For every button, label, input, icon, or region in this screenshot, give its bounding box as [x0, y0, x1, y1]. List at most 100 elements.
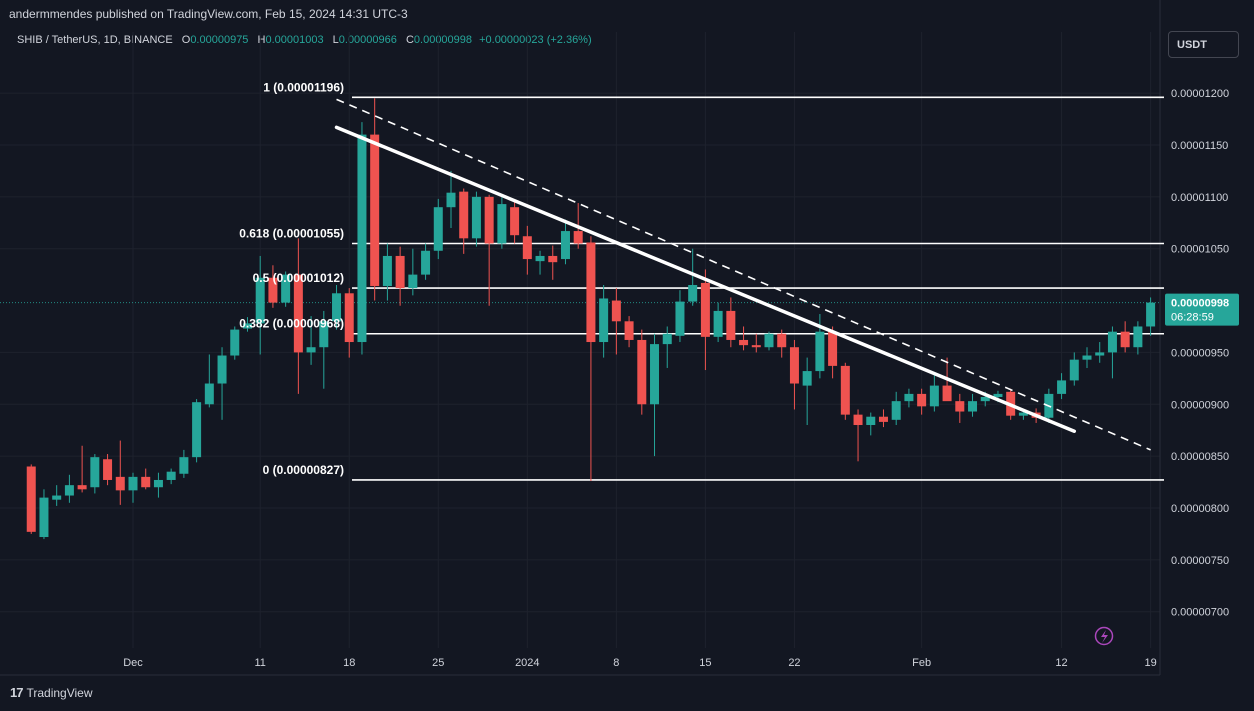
candle-body-up	[1107, 331, 1117, 353]
candle-body-down	[115, 476, 125, 491]
candle-body-up	[39, 497, 49, 538]
candle-body-down	[624, 321, 634, 340]
symbol-label[interactable]: SHIB / TetherUS, 1D, BINANCE	[17, 34, 173, 46]
fib-level-label: 1 (0.00001196)	[263, 80, 344, 94]
candle-body-down	[611, 300, 621, 322]
candle-body-up	[802, 371, 812, 386]
lightning-bolt-icon	[1101, 630, 1108, 643]
x-tick-label: 12	[1055, 657, 1067, 669]
solid-trendline[interactable]	[334, 125, 1077, 433]
candle-body-down	[955, 401, 965, 412]
candle-body-down	[293, 274, 303, 353]
open-label: O	[181, 34, 191, 46]
candle-body-up	[52, 495, 62, 500]
fib-level-label: 0.5 (0.00001012)	[253, 271, 344, 285]
dashed-trendline[interactable]	[336, 98, 1151, 451]
y-tick-label: 0.00000700	[1171, 607, 1229, 619]
candle-body-down	[942, 385, 952, 402]
candle-body-up	[242, 323, 252, 329]
candle-body-up	[1133, 326, 1143, 348]
x-tick-label: 25	[432, 657, 444, 669]
candle-body-up	[815, 331, 825, 372]
candle-body-up	[64, 485, 74, 496]
candle-body-up	[332, 293, 342, 322]
x-tick-label: 15	[699, 657, 711, 669]
candle-body-down	[828, 331, 838, 366]
candle-body-up	[446, 192, 456, 208]
candle-body-up	[1095, 352, 1105, 356]
x-tick-label: 19	[1144, 657, 1156, 669]
lightning-icon[interactable]	[1094, 626, 1114, 646]
candle-body-down	[395, 255, 405, 289]
bar-countdown-label: 06:28:59	[1171, 312, 1214, 324]
candle-body-down	[103, 459, 113, 480]
brand-label: TradingView	[26, 685, 93, 700]
low-value: 0.00000966	[338, 34, 397, 46]
x-tick-label: 2024	[515, 657, 539, 669]
candle-body-down	[700, 282, 710, 337]
x-tick-label: 22	[788, 657, 800, 669]
candle-body-up	[433, 207, 443, 251]
candle-body-up	[713, 310, 723, 337]
candle-body-up	[993, 393, 1003, 398]
publisher-line: andermmendes published on TradingView.co…	[9, 7, 408, 21]
candle-body-up	[471, 196, 481, 239]
candle-body-up	[891, 401, 901, 420]
candle-body-up	[166, 471, 176, 480]
candle-body-down	[268, 277, 278, 303]
y-tick-label: 0.00000950	[1171, 347, 1229, 359]
candle-body-up	[1057, 380, 1067, 394]
currency-button[interactable]: USDT	[1168, 31, 1239, 58]
y-tick-label: 0.00000800	[1171, 503, 1229, 515]
high-label: H	[257, 34, 266, 46]
y-tick-label: 0.00001150	[1171, 140, 1228, 152]
candle-body-up	[382, 255, 392, 287]
candle-body-down	[548, 255, 558, 263]
candle-body-down	[777, 333, 787, 348]
candle-body-down	[878, 416, 888, 422]
candle-body-up	[1146, 302, 1156, 327]
current-price-label: 0.00000998	[1171, 298, 1229, 310]
candle-body-up	[128, 476, 138, 491]
candle-body-up	[230, 329, 240, 356]
candle-body-up	[255, 277, 265, 324]
y-tick-label: 0.00000850	[1171, 451, 1229, 463]
candle-body-down	[510, 207, 520, 236]
candle-body-up	[204, 383, 214, 405]
candle-body-down	[141, 476, 151, 488]
candle-body-down	[573, 231, 583, 244]
candle-body-up	[535, 255, 545, 262]
ohlc-legend: SHIB / TetherUS, 1D, BINANCE O0.00000975…	[17, 34, 592, 46]
candle-body-up	[90, 457, 100, 488]
x-tick-label: Feb	[912, 657, 931, 669]
candle-body-down	[370, 134, 380, 287]
candle-body-up	[408, 274, 418, 289]
candle-body-up	[904, 393, 914, 402]
candle-body-down	[739, 339, 749, 346]
candle-body-down	[484, 196, 494, 244]
x-tick-label: Dec	[123, 657, 143, 669]
open-value: 0.00000975	[190, 34, 249, 46]
candle-body-down	[726, 310, 736, 340]
candle-body-down	[853, 414, 863, 426]
candle-body-down	[77, 485, 87, 490]
y-tick-label: 0.00001100	[1171, 192, 1228, 204]
candle-body-up	[866, 416, 876, 426]
tradingview-brand[interactable]: 17 TradingView	[10, 685, 93, 700]
y-tick-label: 0.00000750	[1171, 555, 1229, 567]
candle-body-up	[306, 347, 316, 353]
candle-body-down	[26, 466, 36, 532]
candle-body-down	[840, 365, 850, 415]
candle-body-down	[344, 293, 354, 343]
low-label: L	[332, 34, 339, 46]
x-tick-label: 11	[254, 657, 265, 669]
candle-body-up	[980, 397, 990, 402]
candle-body-down	[459, 191, 469, 239]
y-tick-label: 0.00001050	[1171, 244, 1229, 256]
high-value: 0.00001003	[265, 34, 324, 46]
candle-body-up	[662, 333, 672, 345]
candle-body-up	[650, 344, 660, 405]
candle-body-up	[153, 479, 163, 488]
candle-body-down	[1120, 331, 1130, 348]
